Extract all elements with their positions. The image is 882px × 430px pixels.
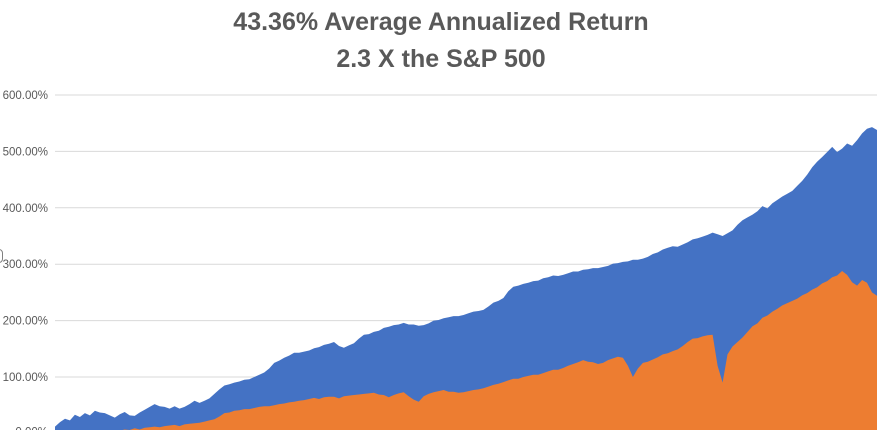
orange_area bbox=[114, 271, 877, 430]
y-tick-label: 200.00% bbox=[3, 316, 48, 328]
chart-title: 43.36% Average Annualized Return 2.3 X t… bbox=[0, 4, 882, 78]
y-tick-label: 300.00% bbox=[3, 259, 48, 271]
chart-title-line-1: 43.36% Average Annualized Return bbox=[233, 8, 649, 36]
clipped-axis-title-fragment bbox=[0, 249, 3, 263]
y-tick-label: 0.00% bbox=[15, 426, 48, 430]
chart-title-line-2: 2.3 X the S&P 500 bbox=[336, 45, 546, 73]
y-tick-label: 600.00% bbox=[3, 90, 48, 102]
y-tick-label: 400.00% bbox=[3, 203, 48, 215]
y-tick-label: 100.00% bbox=[3, 372, 48, 384]
y-tick-label: 500.00% bbox=[3, 146, 48, 158]
